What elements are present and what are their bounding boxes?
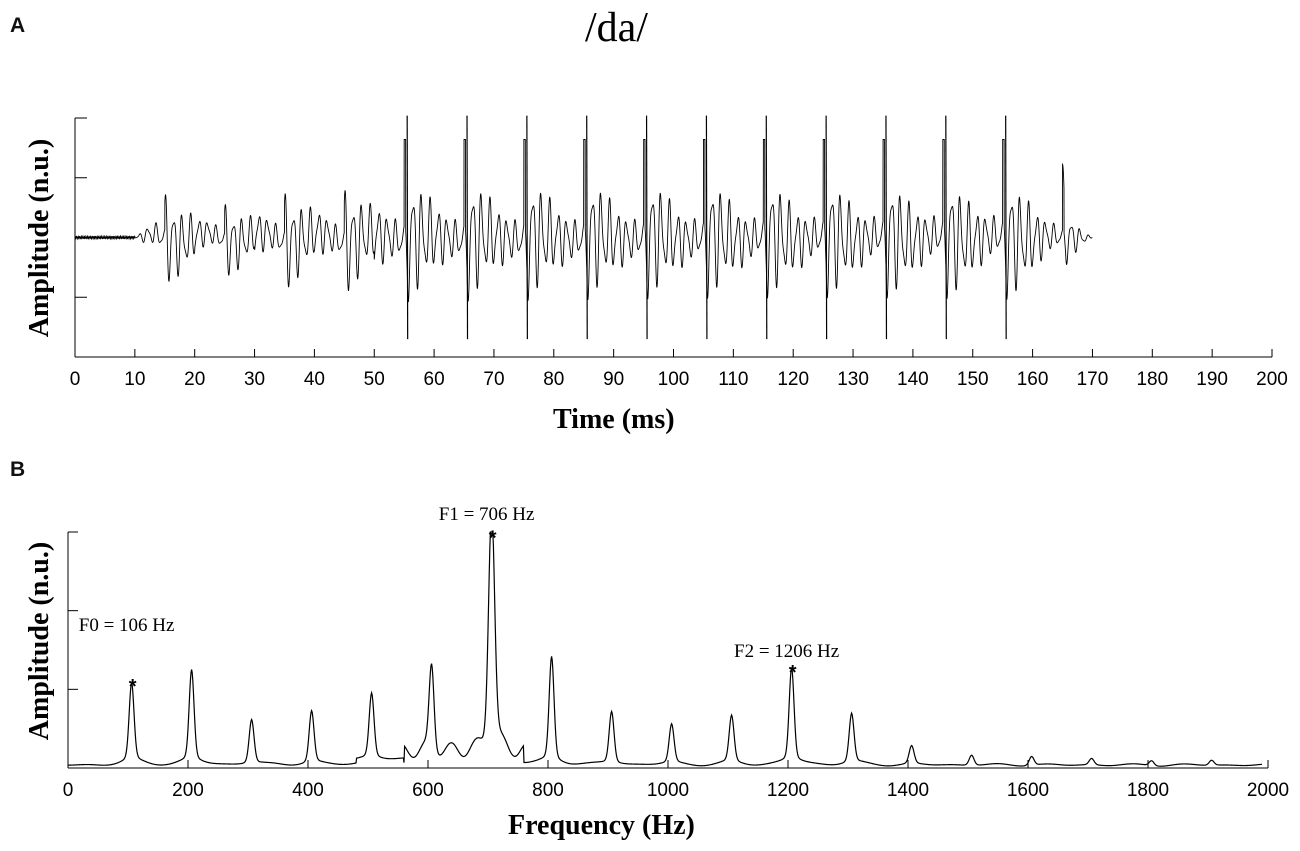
panel-a-x-tick-label: 50	[364, 369, 385, 390]
panel-b-label: B	[10, 458, 26, 481]
panel-a-waveform-line	[74, 139, 1093, 303]
panel-b-x-tick-label: 200	[172, 780, 204, 801]
peak-marker: *	[789, 662, 797, 684]
panel-a-pitch-pulse	[526, 115, 528, 340]
panel-b-spectrum-line	[68, 531, 1263, 767]
panel-b-x-tick-label: 1400	[887, 780, 929, 801]
panel-b-x-tick-label: 800	[532, 780, 564, 801]
panel-a-pitch-pulse	[406, 115, 409, 340]
panel-b-x-tick-label: 1800	[1127, 780, 1169, 801]
panel-a-pitch-pulse	[945, 115, 947, 340]
panel-a-pitch-pulse	[885, 115, 888, 340]
panel-b-x-axis-label: Frequency (Hz)	[508, 810, 695, 841]
panel-a-x-tick-label: 20	[184, 369, 205, 390]
panel-a-x-tick-label: 10	[124, 369, 145, 390]
panel-a-x-tick-label: 40	[304, 369, 325, 390]
panel-a-x-tick-label: 130	[837, 369, 869, 390]
panel-a-pitch-pulse	[466, 115, 469, 340]
panel-b-x-tick-label: 2000	[1247, 780, 1289, 801]
panel-a-x-tick-label: 170	[1077, 369, 1109, 390]
panel-a-x-tick-label: 150	[957, 369, 989, 390]
panel-b-x-tick-label: 400	[292, 780, 324, 801]
panel-a-x-tick-label: 0	[70, 369, 81, 390]
peak-marker: *	[489, 528, 497, 550]
panel-a-x-tick-label: 140	[897, 369, 929, 390]
peak-marker: *	[129, 676, 137, 698]
formant-annotation: F1 = 706 Hz	[439, 504, 535, 525]
panel-a-x-tick-label: 180	[1136, 369, 1168, 390]
panel-a-x-tick-label: 30	[244, 369, 265, 390]
panel-a-label: A	[10, 14, 26, 37]
panel-b-x-tick-label: 1600	[1007, 780, 1049, 801]
panel-a-x-tick-label: 120	[777, 369, 809, 390]
panel-b-spectrum-plot: 0 200 400 600 800 1000 1200 1400 1600 1800 2000 F0 …	[63, 504, 1289, 801]
panel-b-x-tick-label: 600	[412, 780, 444, 801]
panel-a-waveform-plot: 0 10 20 30 40 50 60 70 80 90 100 110 120 130 140 150 160…	[70, 115, 1288, 390]
panel-a-pitch-pulse	[1005, 115, 1007, 340]
panel-a-pitch-pulse	[825, 115, 828, 340]
panel-a-x-tick-label: 60	[424, 369, 445, 390]
formant-annotation: F0 = 106 Hz	[79, 615, 175, 636]
chart-title: /da/	[585, 5, 648, 51]
panel-a-pitch-pulse	[645, 115, 648, 340]
panel-a-x-tick-label: 110	[718, 369, 748, 390]
formant-annotation: F2 = 1206 Hz	[734, 641, 839, 662]
panel-b-x-tick-label: 0	[63, 780, 74, 801]
panel-a-x-tick-label: 70	[483, 369, 504, 390]
panel-a-x-tick-label: 200	[1256, 369, 1288, 390]
panel-a-x-tick-label: 160	[1017, 369, 1049, 390]
panel-a-pitch-pulse	[765, 115, 768, 340]
panel-a-x-tick-label: 80	[543, 369, 564, 390]
panel-b-x-tick-label: 1000	[647, 780, 689, 801]
panel-a-pitch-pulse	[586, 115, 588, 340]
panel-a-x-tick-label: 190	[1196, 369, 1228, 390]
panel-b-x-tick-label: 1200	[767, 780, 809, 801]
panel-a-pitch-pulse	[705, 115, 708, 340]
panel-a-x-axis-label: Time (ms)	[553, 404, 675, 435]
panel-a-x-tick-label: 100	[658, 369, 690, 390]
panel-a-x-tick-label: 90	[603, 369, 624, 390]
